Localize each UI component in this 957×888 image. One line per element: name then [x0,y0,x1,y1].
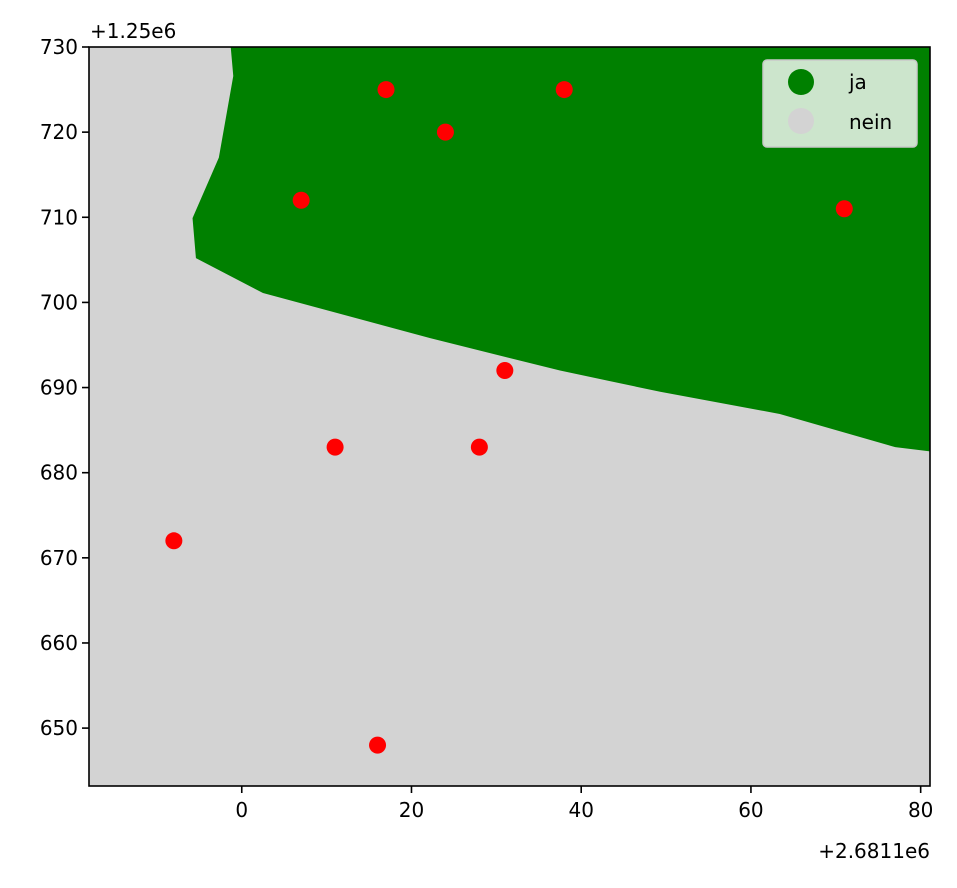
data-point [165,532,183,550]
data-point [436,123,454,141]
y-tick-label: 650 [40,716,78,740]
axes-frame [88,46,931,787]
legend-label-nein: nein [849,110,892,134]
data-point [555,81,573,99]
y-tick-label: 700 [40,290,78,314]
legend-frame [762,59,918,148]
data-point [326,438,344,456]
data-point [496,362,514,380]
legend-label-ja: ja [848,70,867,94]
y-tick-label: 660 [40,631,78,655]
x-tick-label: 20 [399,798,424,822]
y-tick-label: 690 [40,376,78,400]
data-point [835,200,853,218]
x-offset-label: +2.6811e6 [818,839,930,863]
legend: ja nein [762,59,918,148]
data-point [377,81,395,99]
y-tick-label: 680 [40,461,78,485]
x-tick-label: 60 [738,798,763,822]
y-offset-label: +1.25e6 [90,19,176,43]
x-tick-label: 40 [568,798,593,822]
plot-area [89,47,930,786]
y-tick-label: 670 [40,546,78,570]
x-tick-label: 80 [908,798,933,822]
region-ja [192,47,930,452]
axes: 0 20 40 60 80 650 660 670 680 690 700 710 720 730 [40,35,934,822]
x-tick-label: 0 [235,798,248,822]
y-tick-label: 730 [40,35,78,59]
data-point [292,191,310,209]
legend-marker-nein [788,108,814,134]
legend-marker-ja [788,69,814,95]
y-tick-label: 720 [40,120,78,144]
data-point [369,736,387,754]
data-point [470,438,488,456]
y-tick-label: 710 [40,205,78,229]
